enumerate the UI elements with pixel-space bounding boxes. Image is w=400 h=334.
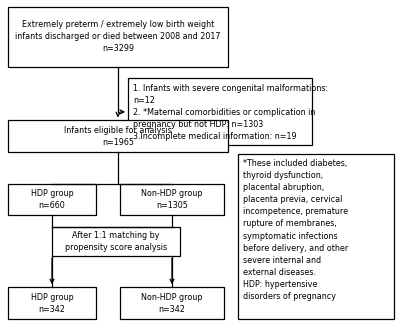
Text: Non-HDP group
n=342: Non-HDP group n=342	[141, 293, 203, 314]
FancyBboxPatch shape	[8, 287, 96, 319]
FancyBboxPatch shape	[8, 7, 228, 67]
Text: HDP group
n=342: HDP group n=342	[31, 293, 73, 314]
Text: *These included diabetes,
thyroid dysfunction,
placental abruption,
placenta pre: *These included diabetes, thyroid dysfun…	[243, 159, 348, 301]
Text: HDP group
n=660: HDP group n=660	[31, 189, 73, 210]
FancyBboxPatch shape	[8, 120, 228, 152]
FancyBboxPatch shape	[120, 287, 224, 319]
FancyBboxPatch shape	[52, 227, 180, 256]
Text: Non-HDP group
n=1305: Non-HDP group n=1305	[141, 189, 203, 210]
FancyBboxPatch shape	[128, 78, 312, 145]
FancyBboxPatch shape	[238, 154, 394, 319]
Text: Extremely preterm / extremely low birth weight
infants discharged or died betwee: Extremely preterm / extremely low birth …	[15, 20, 221, 53]
Text: Infants eligible for analysis
n=1965: Infants eligible for analysis n=1965	[64, 126, 172, 147]
Text: 1. Infants with severe congenital malformations:
n=12
2. *Maternal comorbidities: 1. Infants with severe congenital malfor…	[133, 84, 328, 141]
FancyBboxPatch shape	[8, 184, 96, 215]
Text: After 1:1 matching by
propensity score analysis: After 1:1 matching by propensity score a…	[65, 231, 167, 252]
FancyBboxPatch shape	[120, 184, 224, 215]
